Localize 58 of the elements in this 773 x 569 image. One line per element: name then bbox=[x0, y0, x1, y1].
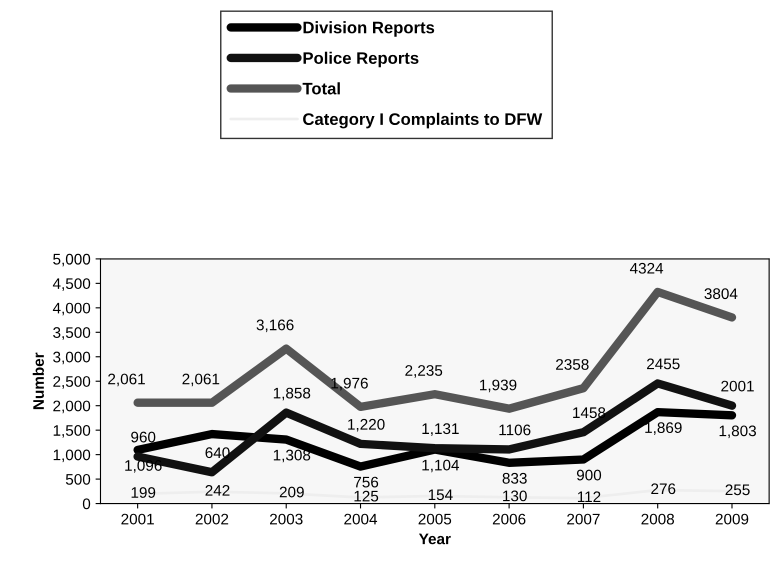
x-tick-label: 2004 bbox=[344, 514, 378, 525]
data-label: 130 bbox=[503, 490, 527, 502]
legend-label: Police Reports bbox=[304, 52, 418, 68]
y-tick-label: 3,000 bbox=[53, 352, 90, 364]
y-tick-label: 500 bbox=[66, 474, 90, 485]
y-tick-label: 3,500 bbox=[53, 327, 90, 340]
y-axis-title: Number bbox=[32, 352, 44, 410]
x-tick-label: 2008 bbox=[641, 514, 674, 525]
data-label: 255 bbox=[726, 484, 750, 496]
data-label: 199 bbox=[132, 487, 156, 498]
data-label: 2455 bbox=[647, 358, 680, 370]
y-tick-label: 1,500 bbox=[54, 425, 90, 438]
data-label: 960 bbox=[131, 432, 156, 442]
data-label: 756 bbox=[354, 476, 378, 488]
data-label: 276 bbox=[651, 483, 676, 494]
x-axis-title: Year bbox=[418, 534, 451, 544]
x-tick-label: 2005 bbox=[418, 514, 452, 525]
data-label: 1,939 bbox=[480, 380, 516, 392]
data-label: 1106 bbox=[499, 424, 530, 436]
legend-label: Division Reports bbox=[304, 21, 434, 37]
x-tick-label: 2003 bbox=[270, 514, 303, 525]
data-label: 1,803 bbox=[720, 425, 756, 438]
x-tick-label: 2007 bbox=[567, 514, 600, 525]
data-label: 1,220 bbox=[348, 418, 385, 432]
data-label: 2,061 bbox=[182, 374, 220, 386]
legend-label: Category I Complaints to DFW bbox=[303, 112, 542, 128]
data-label: 112 bbox=[578, 491, 600, 502]
y-tick-label: 0 bbox=[82, 498, 90, 510]
data-label: 154 bbox=[428, 489, 453, 500]
data-label: 3,166 bbox=[256, 320, 294, 332]
data-label: 1458 bbox=[573, 407, 606, 418]
data-label: 209 bbox=[280, 486, 304, 498]
x-tick-label: 2001 bbox=[121, 514, 154, 525]
data-label: 1,104 bbox=[422, 460, 460, 472]
x-tick-label: 2006 bbox=[492, 514, 526, 525]
data-label: 2,235 bbox=[405, 365, 442, 378]
data-label: 640 bbox=[206, 447, 230, 458]
data-label: 125 bbox=[354, 490, 378, 502]
data-label: 833 bbox=[502, 472, 527, 484]
data-label: 3804 bbox=[704, 288, 738, 300]
data-label: 2001 bbox=[721, 380, 754, 392]
y-tick-label: 4,000 bbox=[52, 302, 90, 316]
y-tick-label: 2,500 bbox=[53, 376, 90, 389]
data-label: 900 bbox=[576, 470, 602, 480]
data-label: 1,869 bbox=[645, 422, 682, 435]
data-label: 242 bbox=[206, 485, 230, 496]
y-tick-label: 4,500 bbox=[52, 278, 90, 291]
data-label: 1,131 bbox=[422, 423, 459, 436]
y-tick-label: 1,000 bbox=[54, 450, 90, 462]
x-tick-label: 2009 bbox=[716, 514, 748, 525]
x-tick-label: 2002 bbox=[196, 514, 228, 525]
data-label: 2,061 bbox=[108, 374, 145, 386]
data-label: 4324 bbox=[630, 262, 664, 274]
legend-label: Total bbox=[302, 82, 340, 94]
data-label: 1,858 bbox=[274, 388, 310, 400]
y-tick-label: 2,000 bbox=[53, 400, 90, 414]
data-label: 2358 bbox=[556, 359, 589, 370]
y-tick-label: 5,000 bbox=[53, 254, 90, 266]
